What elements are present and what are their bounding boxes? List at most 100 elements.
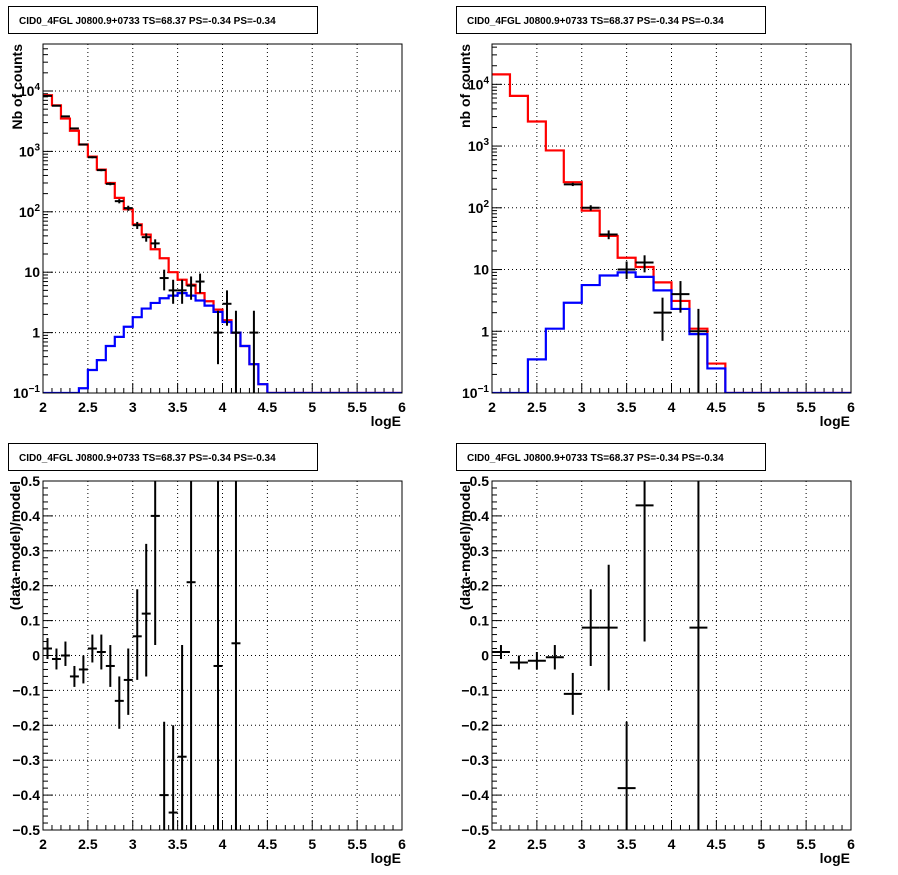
y-tick-label: 0.3 (21, 543, 41, 559)
y-tick-label: −0.3 (12, 752, 40, 768)
plot-data (492, 481, 708, 830)
chart-panel-top-left: CID0_4FGL J0800.9+0733 TS=68.37 PS=-0.34… (8, 6, 406, 429)
title-box (8, 6, 318, 34)
y-tick-label: 0.1 (470, 613, 490, 629)
x-tick-label: 4.5 (258, 399, 278, 415)
y-tick-label: 0.5 (21, 473, 41, 489)
y-tick-label: 10−1 (462, 384, 489, 401)
data-point (105, 645, 115, 687)
y-tick-label: 10 (24, 264, 40, 280)
x-tick-label: 4 (668, 836, 676, 852)
x-tick-label: 5 (757, 399, 765, 415)
y-tick-label: −0.2 (461, 717, 489, 733)
data-point (581, 205, 600, 211)
data-point (186, 276, 196, 300)
data-point (114, 199, 124, 204)
chart-title: CID0_4FGL J0800.9+0733 TS=68.37 PS=-0.34… (19, 16, 276, 27)
x-tick-label: 2 (488, 836, 496, 852)
x-tick-label: 2.5 (78, 836, 98, 852)
x-tick-label: 5 (757, 836, 765, 852)
y-tick-label: 10 (473, 262, 489, 278)
x-tick-label: 2.5 (527, 836, 547, 852)
x-tick-label: 5.5 (347, 836, 367, 852)
chart-panel-bottom-right: CID0_4FGL J0800.9+0733 TS=68.37 PS=-0.34… (456, 443, 855, 866)
chart-panel-top-right: CID0_4FGL J0800.9+0733 TS=68.37 PS=-0.34… (456, 6, 855, 429)
x-axis-title: logE (820, 413, 850, 429)
plot-frame (42, 43, 403, 394)
data-point (177, 279, 187, 304)
data-point (114, 676, 124, 729)
y-tick-label: 0.1 (21, 613, 41, 629)
x-tick-label: 2.5 (78, 399, 98, 415)
data-point (617, 721, 636, 830)
y-tick-label: 0.4 (470, 508, 490, 524)
plot-data (43, 481, 241, 830)
data-point (635, 255, 654, 273)
plot-data (43, 94, 402, 393)
plot-frame (491, 43, 852, 394)
y-tick-label: 0.4 (21, 508, 41, 524)
plot-frame (42, 480, 403, 831)
x-tick-label: 5.5 (796, 836, 816, 852)
x-tick-label: 3 (578, 399, 586, 415)
data-point (43, 638, 52, 659)
y-axis-title: (data-model)/model (7, 481, 23, 610)
y-tick-label: 103 (468, 137, 490, 154)
data-point (563, 672, 582, 715)
y-tick-label: 104 (19, 82, 41, 99)
x-tick-label: 4 (219, 399, 227, 415)
x-tick-label: 5 (308, 399, 316, 415)
x-tick-label: 2.5 (527, 399, 547, 415)
y-tick-label: −0.5 (12, 822, 40, 838)
x-tick-label: 2 (488, 399, 496, 415)
y-tick-label: 0.3 (470, 543, 490, 559)
data-point (186, 481, 196, 830)
data-point (159, 721, 169, 830)
y-tick-label: −0.3 (461, 752, 489, 768)
data-point (195, 273, 205, 294)
data-point (689, 308, 708, 393)
x-tick-label: 3.5 (168, 399, 188, 415)
data-point (141, 543, 151, 677)
y-axis-title: (data-model)/model (457, 481, 473, 610)
data-point (617, 261, 636, 280)
y-tick-label: 102 (468, 199, 490, 216)
x-axis-title: logE (820, 850, 850, 866)
data-point (87, 156, 97, 159)
x-axis-title: logE (371, 850, 401, 866)
data-point (51, 648, 61, 670)
y-tick-label: 0.2 (470, 578, 490, 594)
y-tick-label: −0.1 (12, 682, 40, 698)
chart-panel-bottom-left: CID0_4FGL J0800.9+0733 TS=68.37 PS=-0.34… (7, 443, 406, 866)
y-tick-label: 102 (19, 203, 41, 220)
x-tick-label: 5.5 (347, 399, 367, 415)
data-point (132, 589, 142, 680)
data-point (689, 481, 708, 830)
title-box (456, 443, 766, 471)
data-point (527, 652, 546, 670)
x-tick-label: 4 (668, 399, 676, 415)
x-tick-label: 6 (398, 836, 406, 852)
title-box (456, 6, 766, 34)
y-tick-label: 103 (19, 142, 41, 159)
data-point (78, 655, 88, 684)
data-point (599, 230, 618, 240)
y-tick-label: −0.2 (12, 717, 40, 733)
title-box (8, 443, 318, 471)
data-point (231, 481, 241, 830)
y-tick-label: 0.5 (470, 473, 490, 489)
data-point (168, 725, 178, 830)
data-point (96, 634, 106, 670)
plot-data (492, 73, 851, 393)
data-point (96, 169, 106, 172)
data-point (213, 310, 223, 365)
x-tick-label: 6 (398, 399, 406, 415)
y-tick-label: 0 (481, 648, 489, 664)
data-point (492, 645, 510, 659)
data-point (653, 297, 672, 341)
x-tick-label: 3 (129, 836, 137, 852)
data-point (43, 94, 52, 97)
x-tick-label: 6 (847, 399, 855, 415)
x-tick-label: 2 (39, 836, 47, 852)
